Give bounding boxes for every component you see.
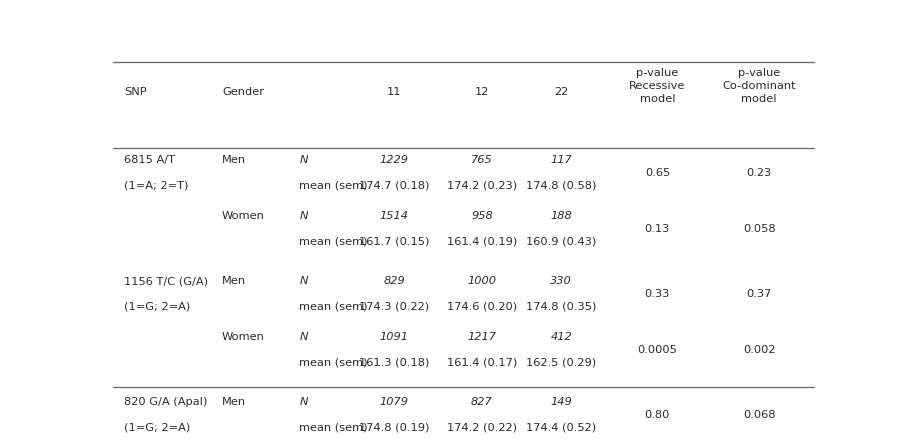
Text: mean (sem): mean (sem) bbox=[299, 301, 368, 312]
Text: Men: Men bbox=[222, 276, 246, 286]
Text: Men: Men bbox=[222, 155, 246, 165]
Text: 827: 827 bbox=[471, 397, 493, 407]
Text: mean (sem): mean (sem) bbox=[299, 237, 368, 247]
Text: 161.3 (0.18): 161.3 (0.18) bbox=[359, 358, 429, 368]
Text: 0.37: 0.37 bbox=[747, 289, 772, 299]
Text: 0.33: 0.33 bbox=[645, 289, 670, 299]
Text: 188: 188 bbox=[550, 211, 572, 221]
Text: 6815 A/T: 6815 A/T bbox=[124, 155, 175, 165]
Text: Gender: Gender bbox=[222, 87, 264, 97]
Text: 0.13: 0.13 bbox=[645, 224, 670, 234]
Text: 174.8 (0.35): 174.8 (0.35) bbox=[526, 301, 596, 312]
Text: 117: 117 bbox=[550, 155, 572, 165]
Text: 820 G/A (ApaI): 820 G/A (ApaI) bbox=[124, 397, 207, 407]
Text: 174.2 (0.23): 174.2 (0.23) bbox=[447, 181, 517, 191]
Text: 1000: 1000 bbox=[467, 276, 496, 286]
Text: 161.4 (0.17): 161.4 (0.17) bbox=[447, 358, 517, 368]
Text: 1217: 1217 bbox=[467, 332, 496, 342]
Text: (1=G; 2=A): (1=G; 2=A) bbox=[124, 423, 190, 432]
Text: 11: 11 bbox=[387, 87, 401, 97]
Text: 0.65: 0.65 bbox=[645, 168, 670, 178]
Text: 765: 765 bbox=[471, 155, 493, 165]
Text: 330: 330 bbox=[550, 276, 572, 286]
Text: (1=A; 2=T): (1=A; 2=T) bbox=[124, 181, 188, 191]
Text: 1514: 1514 bbox=[380, 211, 409, 221]
Text: 174.6 (0.20): 174.6 (0.20) bbox=[447, 301, 517, 312]
Text: 12: 12 bbox=[475, 87, 489, 97]
Text: N: N bbox=[299, 155, 308, 165]
Text: mean (sem): mean (sem) bbox=[299, 423, 368, 432]
Text: p-value
Recessive
model: p-value Recessive model bbox=[630, 69, 686, 104]
Text: N: N bbox=[299, 276, 308, 286]
Text: N: N bbox=[299, 211, 308, 221]
Text: 1156 T/C (G/A): 1156 T/C (G/A) bbox=[124, 276, 207, 286]
Text: 0.23: 0.23 bbox=[747, 168, 772, 178]
Text: mean (sem): mean (sem) bbox=[299, 181, 368, 191]
Text: 174.8 (0.19): 174.8 (0.19) bbox=[359, 423, 429, 432]
Text: mean (sem): mean (sem) bbox=[299, 358, 368, 368]
Text: 0.80: 0.80 bbox=[645, 410, 670, 419]
Text: 174.8 (0.58): 174.8 (0.58) bbox=[526, 181, 596, 191]
Text: N: N bbox=[299, 397, 308, 407]
Text: 161.7 (0.15): 161.7 (0.15) bbox=[359, 237, 429, 247]
Text: Men: Men bbox=[222, 397, 246, 407]
Text: 174.2 (0.22): 174.2 (0.22) bbox=[447, 423, 517, 432]
Text: 1079: 1079 bbox=[380, 397, 409, 407]
Text: 0.058: 0.058 bbox=[743, 224, 776, 234]
Text: 1091: 1091 bbox=[380, 332, 409, 342]
Text: 0.0005: 0.0005 bbox=[638, 345, 678, 355]
Text: 160.9 (0.43): 160.9 (0.43) bbox=[526, 237, 596, 247]
Text: 22: 22 bbox=[554, 87, 568, 97]
Text: 958: 958 bbox=[471, 211, 493, 221]
Text: SNP: SNP bbox=[124, 87, 147, 97]
Text: 829: 829 bbox=[383, 276, 405, 286]
Text: 162.5 (0.29): 162.5 (0.29) bbox=[526, 358, 596, 368]
Text: 412: 412 bbox=[550, 332, 572, 342]
Text: 149: 149 bbox=[550, 397, 572, 407]
Text: Women: Women bbox=[222, 332, 265, 342]
Text: 174.7 (0.18): 174.7 (0.18) bbox=[359, 181, 429, 191]
Text: p-value
Co-dominant
model: p-value Co-dominant model bbox=[722, 69, 796, 104]
Text: 0.002: 0.002 bbox=[743, 345, 776, 355]
Text: 161.4 (0.19): 161.4 (0.19) bbox=[447, 237, 517, 247]
Text: 0.068: 0.068 bbox=[743, 410, 776, 419]
Text: 1229: 1229 bbox=[380, 155, 409, 165]
Text: (1=G; 2=A): (1=G; 2=A) bbox=[124, 301, 190, 312]
Text: N: N bbox=[299, 332, 308, 342]
Text: 174.4 (0.52): 174.4 (0.52) bbox=[526, 423, 596, 432]
Text: Women: Women bbox=[222, 211, 265, 221]
Text: 174.3 (0.22): 174.3 (0.22) bbox=[359, 301, 429, 312]
